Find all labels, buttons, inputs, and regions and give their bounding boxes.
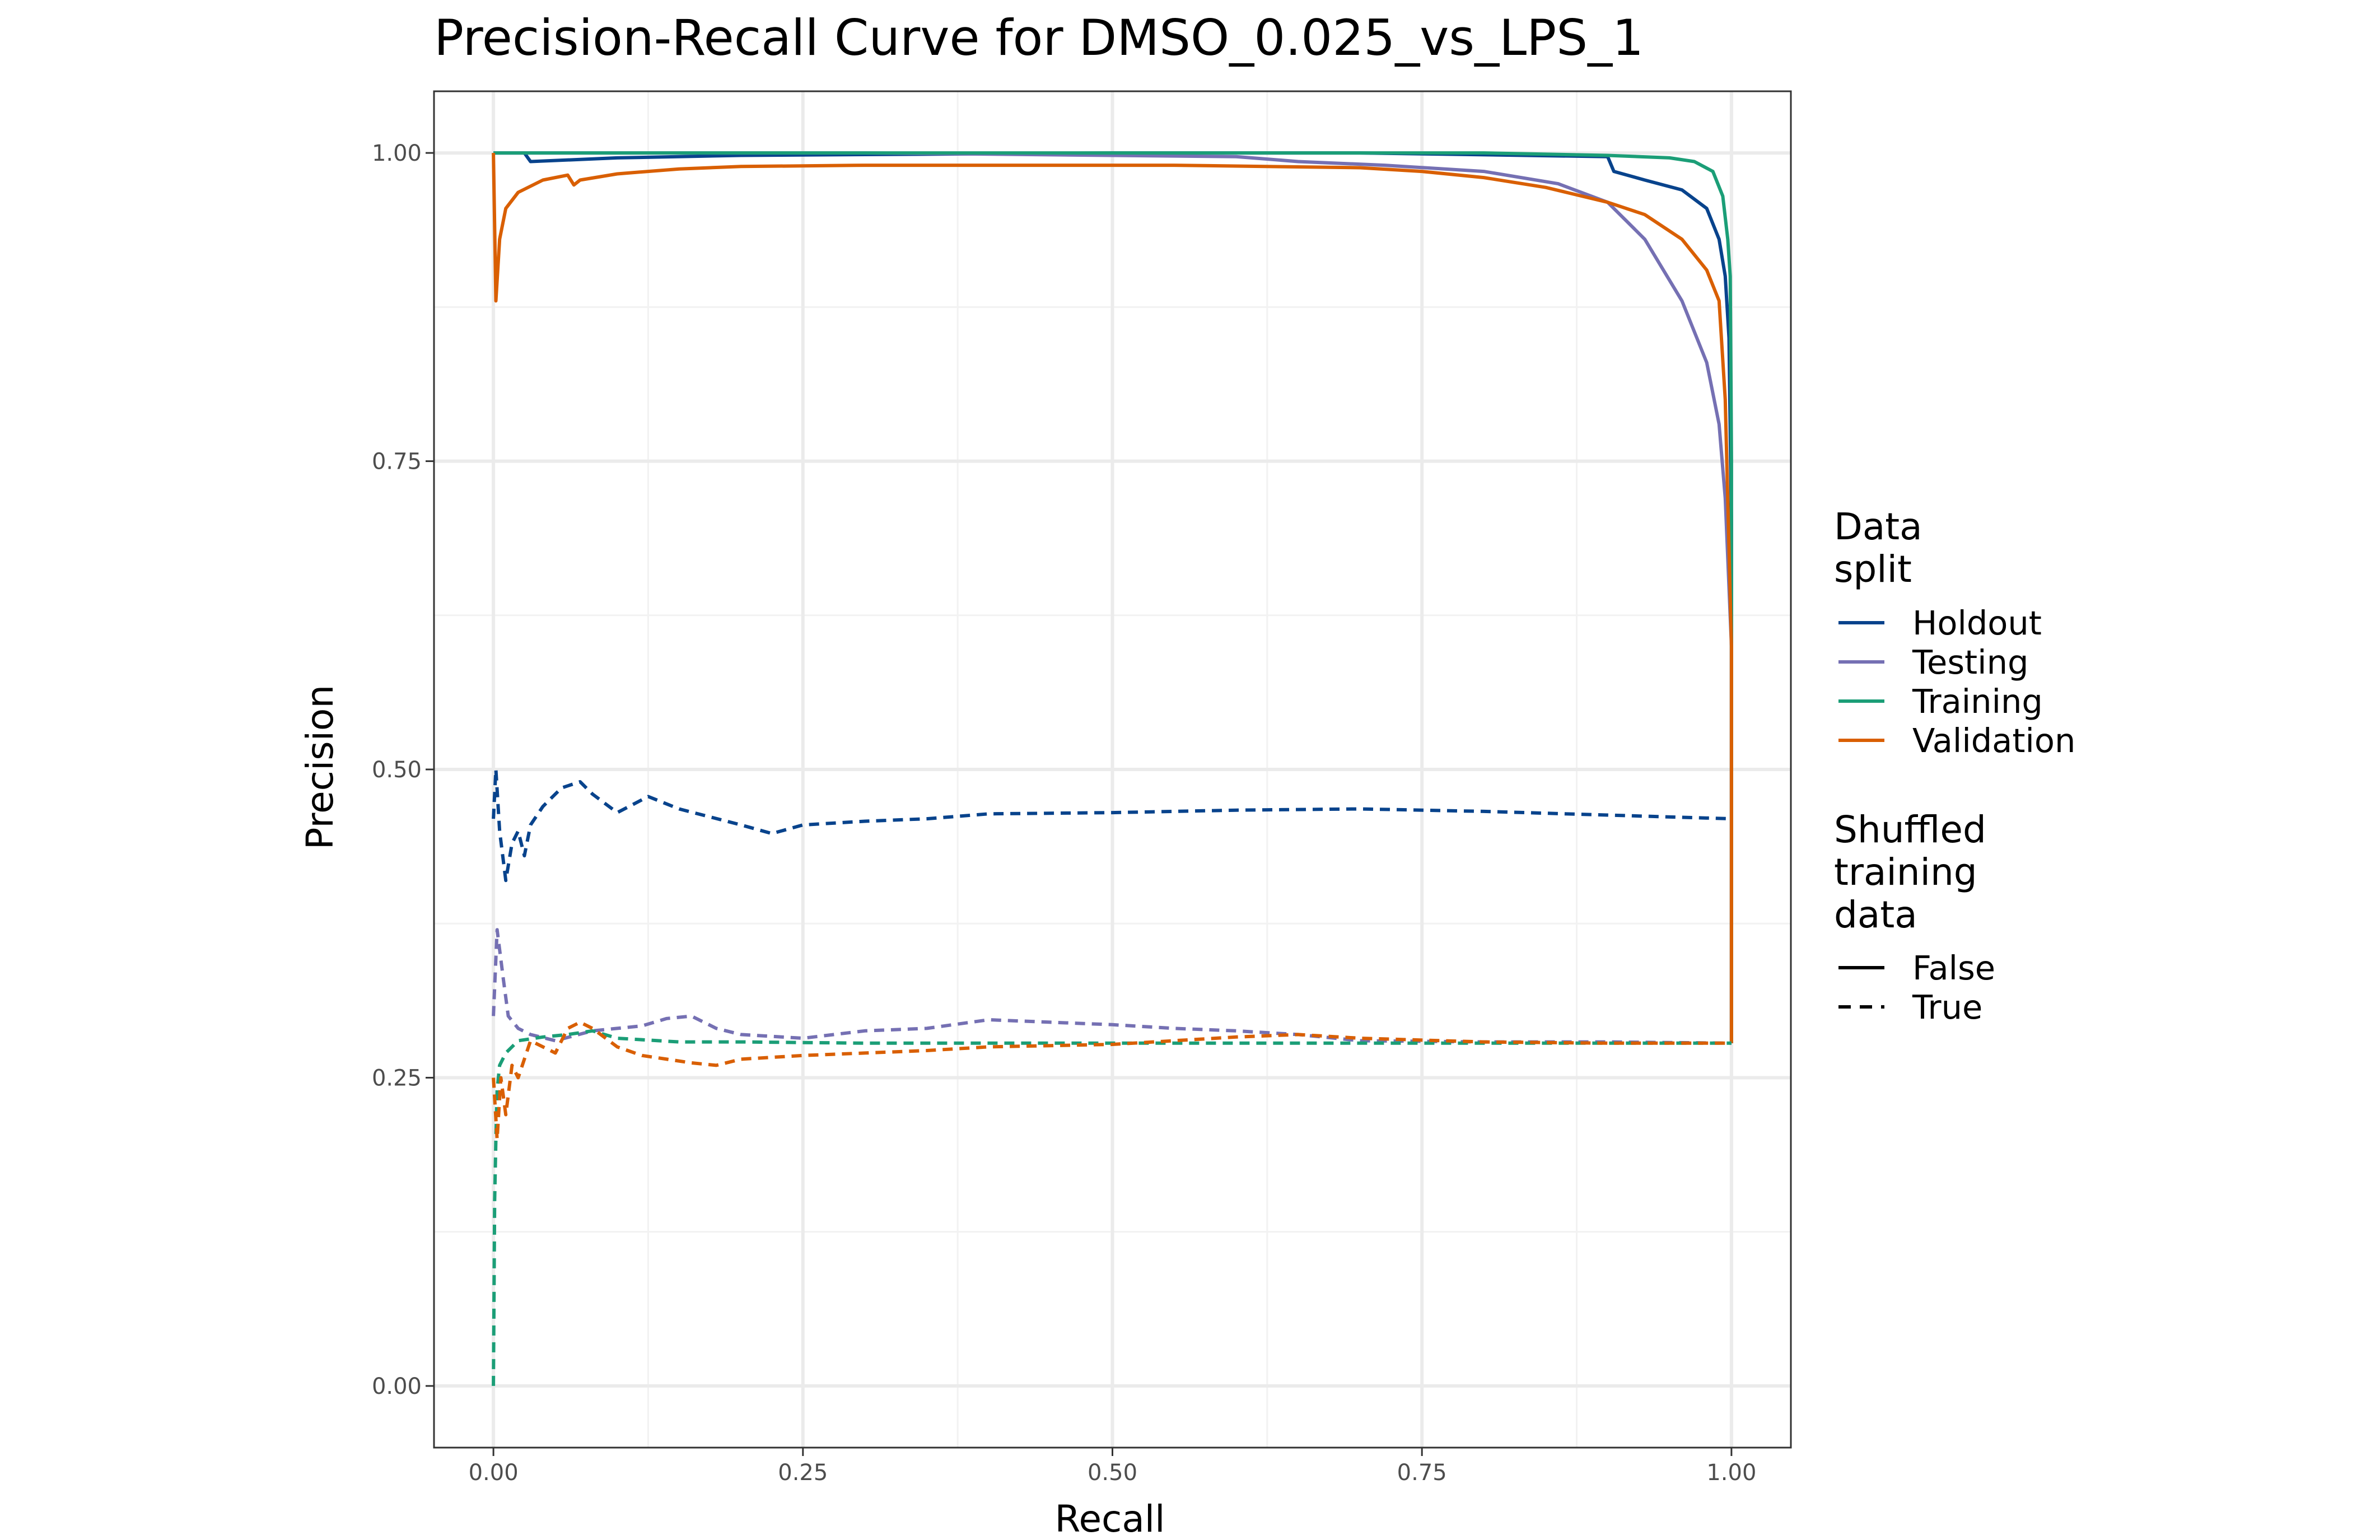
legend-label-training: Training — [1912, 682, 2043, 721]
legend-color-title: split — [1834, 548, 1912, 591]
series-line-holdout — [493, 151, 1733, 1043]
series-line-training — [493, 151, 1733, 1043]
y-tick-label: 0.75 — [372, 449, 422, 475]
legend-label-testing: Testing — [1912, 643, 2028, 682]
grid-lines — [434, 91, 1791, 1448]
chart-title: Precision-Recall Curve for DMSO_0.025_vs… — [434, 9, 1644, 67]
series-line-validation — [492, 153, 1733, 1043]
x-tick-label: 0.25 — [778, 1460, 828, 1486]
legend-linetype-title: Shuffled — [1834, 808, 1986, 851]
legend-color-title: Data — [1834, 505, 1922, 548]
y-tick-label: 0.00 — [372, 1374, 422, 1399]
y-tick-label: 0.25 — [372, 1065, 422, 1091]
y-tick-label: 1.00 — [372, 141, 422, 166]
x-axis-ticks: 0.00 0.25 0.50 0.75 1.00 — [469, 1448, 1756, 1486]
series-lines — [492, 151, 1733, 1386]
series-line-holdout-shuffled — [492, 768, 1732, 883]
y-axis-ticks: 0.00 0.25 0.50 0.75 1.00 — [372, 141, 434, 1399]
x-axis-title: Recall — [1055, 1497, 1165, 1540]
series-line-validation-shuffled — [492, 1020, 1732, 1141]
x-tick-label: 0.50 — [1088, 1460, 1137, 1486]
legend-label-holdout: Holdout — [1912, 604, 2042, 642]
x-tick-label: 1.00 — [1706, 1460, 1756, 1486]
legend-label-true: True — [1912, 988, 1982, 1026]
legend-linetype-title: training — [1834, 851, 1977, 894]
y-tick-label: 0.50 — [372, 757, 422, 783]
legend-label-false: False — [1912, 949, 1995, 987]
legend: DatasplitHoldoutTestingTrainingValidatio… — [1834, 505, 2075, 1026]
series-line-training-shuffled — [492, 1029, 1732, 1386]
x-tick-label: 0.00 — [469, 1460, 519, 1486]
y-axis-title: Precision — [298, 685, 342, 850]
legend-linetype-title: data — [1834, 893, 1917, 936]
series-line-testing-shuffled — [492, 928, 1732, 1045]
x-tick-label: 0.75 — [1397, 1460, 1447, 1486]
legend-label-validation: Validation — [1912, 721, 2075, 760]
